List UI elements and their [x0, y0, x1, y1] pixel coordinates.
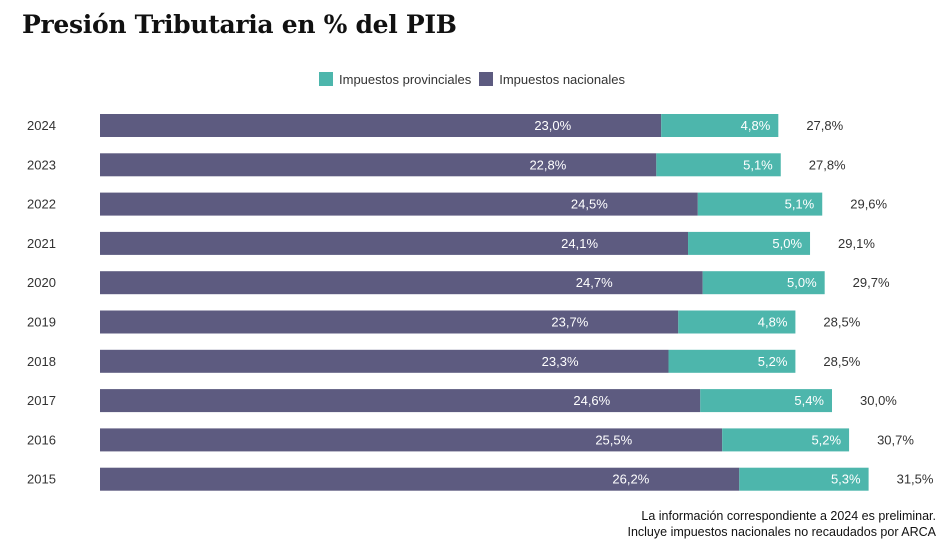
year-label: 2024: [27, 118, 56, 133]
chart-title: Presión Tributaria en % del PIB: [22, 10, 457, 39]
value-label-provincial: 4,8%: [741, 118, 771, 133]
bar-provincial: [697, 192, 823, 216]
total-label: 29,6%: [850, 197, 887, 212]
bar-provincial: [702, 271, 825, 295]
value-label-nacional: 23,3%: [542, 354, 579, 369]
value-label-provincial: 5,0%: [772, 236, 802, 251]
value-label-nacional: 26,2%: [612, 472, 649, 487]
total-label: 29,7%: [853, 275, 890, 290]
year-label: 2023: [27, 157, 56, 172]
value-label-provincial: 5,4%: [794, 393, 824, 408]
bar-nacional: [100, 349, 669, 373]
total-label: 27,8%: [809, 157, 846, 172]
value-label-provincial: 5,0%: [787, 275, 817, 290]
total-label: 29,1%: [838, 236, 875, 251]
year-label: 2015: [27, 472, 56, 487]
note-arca: Incluye impuestos nacionales no recaudad…: [627, 525, 936, 539]
bar-nacional: [100, 231, 689, 255]
value-label-provincial: 5,1%: [785, 197, 815, 212]
total-label: 28,5%: [823, 354, 860, 369]
total-label: 28,5%: [823, 315, 860, 330]
legend-swatch-nacional: [479, 72, 494, 86]
bar-provincial: [668, 349, 796, 373]
value-label-nacional: 25,5%: [595, 432, 632, 447]
bar-nacional: [100, 310, 679, 334]
year-label: 2022: [27, 197, 56, 212]
legend-label-nacional: Impuestos nacionales: [499, 71, 625, 87]
value-label-provincial: 4,8%: [758, 315, 788, 330]
value-label-nacional: 24,5%: [571, 197, 608, 212]
chart-notes: La información correspondiente a 2024 es…: [627, 508, 936, 540]
bar-provincial: [661, 114, 779, 137]
legend-label-provincial: Impuestos provinciales: [339, 71, 472, 87]
total-label: 27,8%: [806, 118, 843, 133]
value-label-provincial: 5,2%: [811, 432, 841, 447]
legend-item-nacional: Impuestos nacionales: [479, 72, 625, 87]
total-label: 30,7%: [877, 432, 914, 447]
bar-provincial: [739, 467, 869, 491]
bar-nacional: [100, 467, 740, 491]
bar-nacional: [100, 192, 698, 216]
year-label: 2017: [27, 393, 56, 408]
bar-nacional: [100, 428, 723, 452]
bar-nacional: [100, 271, 703, 295]
value-label-nacional: 24,1%: [561, 236, 598, 251]
value-label-nacional: 24,7%: [576, 275, 613, 290]
bar-provincial: [656, 153, 781, 177]
value-label-nacional: 24,6%: [573, 393, 610, 408]
value-label-nacional: 22,8%: [529, 157, 566, 172]
note-preliminary: La información correspondiente a 2024 es…: [641, 509, 936, 523]
legend-swatch-provincial: [319, 72, 333, 86]
bar-provincial: [700, 389, 832, 413]
value-label-provincial: 5,2%: [758, 354, 788, 369]
year-label: 2020: [27, 275, 56, 290]
year-label: 2021: [27, 236, 56, 251]
value-label-provincial: 5,3%: [831, 472, 861, 487]
bar-nacional: [100, 389, 701, 413]
total-label: 31,5%: [897, 472, 934, 487]
bar-provincial: [722, 428, 850, 452]
year-label: 2019: [27, 315, 56, 330]
legend-item-provincial: Impuestos provinciales: [319, 72, 471, 87]
value-label-nacional: 23,7%: [551, 315, 588, 330]
bar-nacional: [100, 153, 657, 177]
bar-provincial: [688, 231, 811, 255]
value-label-provincial: 5,1%: [743, 157, 773, 172]
bar-nacional: [100, 114, 662, 137]
year-label: 2018: [27, 354, 56, 369]
bar-provincial: [678, 310, 796, 334]
year-label: 2016: [27, 432, 56, 447]
value-label-nacional: 23,0%: [534, 118, 571, 133]
legend: Impuestos provinciales Impuestos naciona…: [0, 70, 944, 88]
total-label: 30,0%: [860, 393, 897, 408]
